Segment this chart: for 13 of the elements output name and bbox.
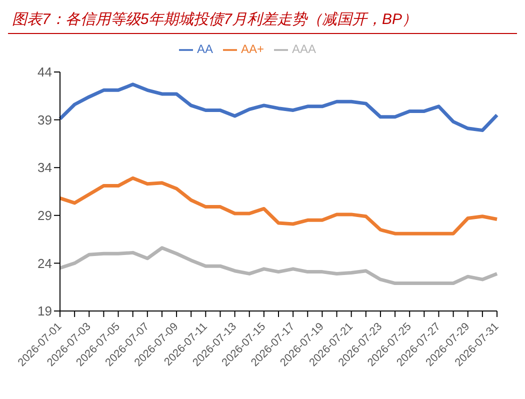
chart-title: 图表7：各信用等级5年期城投债7月利差走势（减国开，BP） <box>8 8 517 34</box>
line-series <box>58 82 499 132</box>
y-tick-label: 24 <box>38 256 52 271</box>
y-tick-label: 39 <box>38 112 52 128</box>
y-tick-label: 44 <box>38 64 52 80</box>
line-series <box>58 246 499 286</box>
y-tick-label: 29 <box>38 208 52 224</box>
legend-label: AA <box>196 42 213 56</box>
line-series <box>58 176 499 236</box>
y-tick-label: 34 <box>38 160 52 176</box>
legend-label: AAA <box>292 42 316 56</box>
legend-label: AA+ <box>240 42 264 56</box>
y-tick-label: 19 <box>38 304 52 319</box>
